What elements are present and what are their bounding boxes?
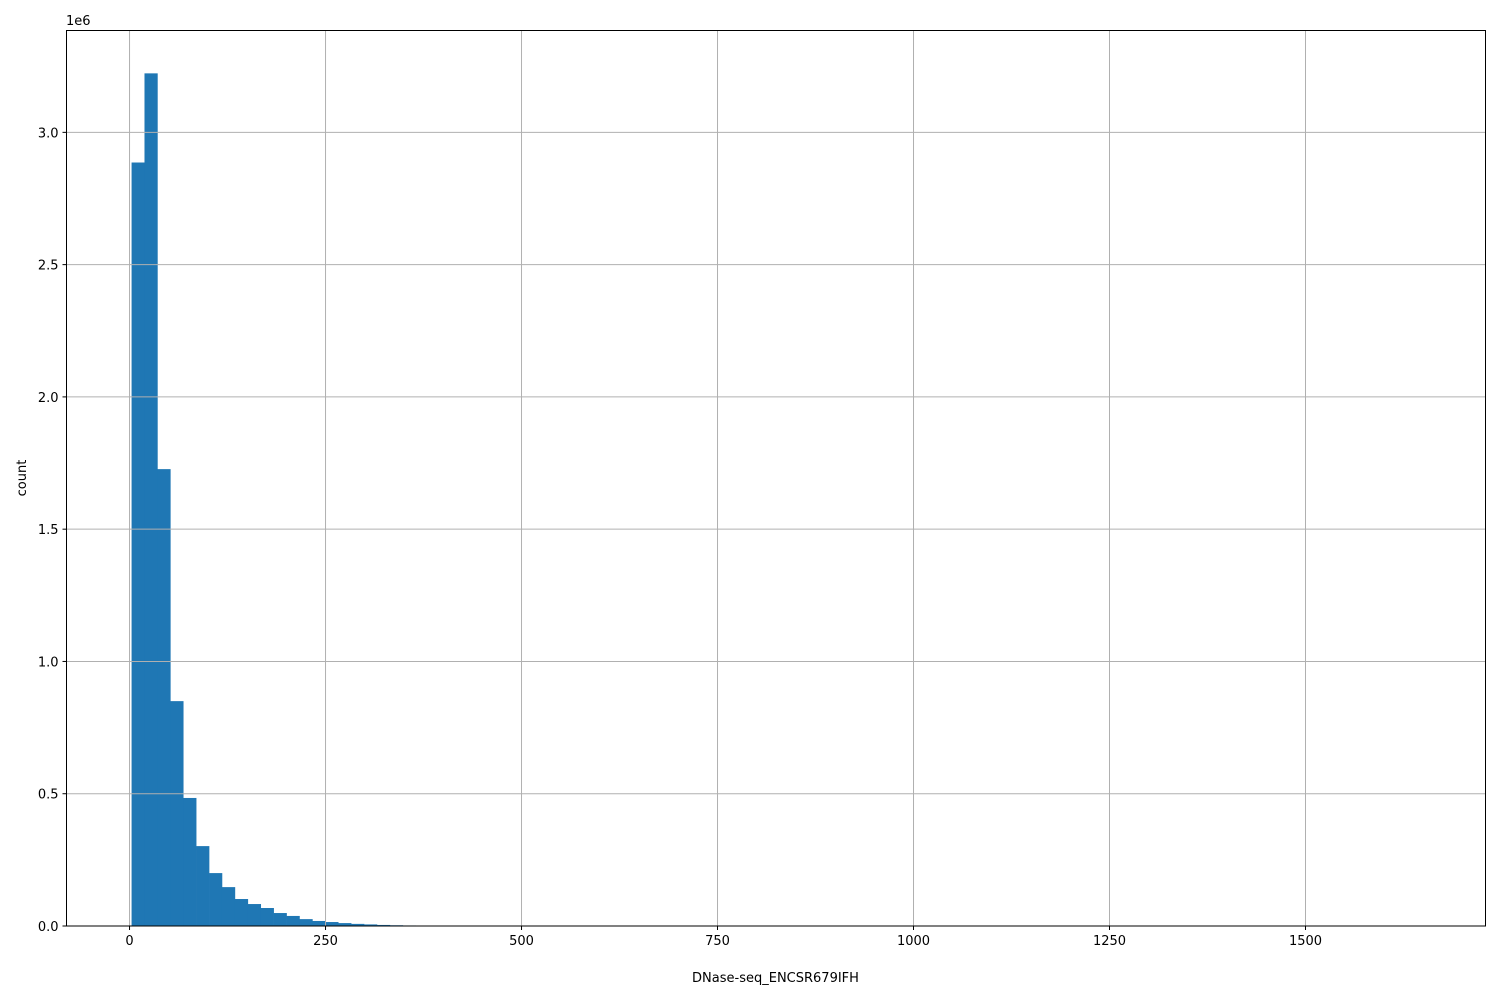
x-tick-label: 250 [313,934,338,949]
grid-group [67,31,1486,927]
y-tick-label: 0.0 [38,920,59,935]
x-tick-label: 1250 [1093,934,1126,949]
y-tick-label: 1.0 [38,655,59,670]
x-tick-label: 0 [125,934,133,949]
y-tick-label: 1.5 [38,523,59,538]
histogram-bar [196,846,209,926]
y-tick-label: 2.0 [38,391,59,406]
histogram-bar [287,916,300,926]
x-tick-label: 1500 [1289,934,1322,949]
histogram-bar [222,887,235,926]
y-tick-label: 3.0 [38,126,59,141]
y-tick-label: 0.5 [38,788,59,803]
histogram-bar [248,904,261,926]
histogram-bar [170,701,183,926]
histogram-bar [261,908,274,926]
y-tick-label: 2.5 [38,259,59,274]
histogram-bar [144,73,157,926]
histogram-bar [274,913,287,926]
histogram-bar [235,899,248,926]
x-tick-label: 500 [509,934,534,949]
x-axis-label: DNase-seq_ENCSR679IFH [692,971,859,986]
histogram-bar [209,873,222,926]
histogram-bar [183,798,196,926]
histogram-bar [312,921,325,926]
y-offset-label: 1e6 [66,14,91,29]
histogram-bar [132,163,145,926]
histogram-bar [157,469,170,926]
x-axis-ticks: 0 250 500 750 1000 1250 1500 [125,926,1322,949]
histogram-bar [325,922,338,926]
x-tick-label: 750 [705,934,730,949]
y-axis-label: count [15,460,30,497]
x-tick-label: 1000 [897,934,930,949]
y-axis-ticks: 0.0 0.5 1.0 1.5 2.0 2.5 3.0 [38,126,67,935]
plot-frame [67,31,1486,927]
histogram-bar [299,919,312,926]
